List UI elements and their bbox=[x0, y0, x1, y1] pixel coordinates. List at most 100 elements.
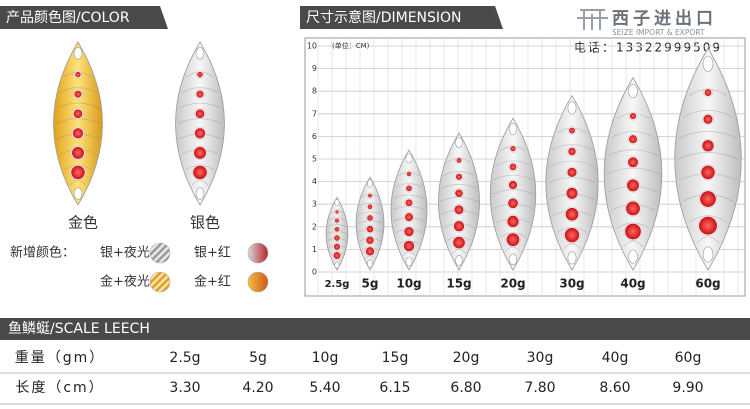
weight-label: 40g bbox=[620, 277, 645, 291]
y-tick-label: 4 bbox=[312, 177, 317, 186]
lure-body bbox=[438, 132, 480, 271]
red-dot bbox=[197, 71, 203, 78]
table-cell: 6.15 bbox=[379, 380, 410, 396]
weight-label: 15g bbox=[446, 277, 471, 291]
section-title: 尺寸示意图/DIMENSION bbox=[306, 9, 462, 26]
red-dot bbox=[568, 147, 576, 156]
weight-label: 2.5g bbox=[325, 279, 350, 290]
new-color-label: 金+红 bbox=[194, 274, 231, 290]
table-cell: 7.80 bbox=[524, 380, 555, 396]
scale-line bbox=[493, 174, 533, 181]
red-dot bbox=[365, 247, 375, 256]
scale-line bbox=[683, 109, 733, 118]
red-dot bbox=[626, 201, 640, 216]
scale-line bbox=[191, 180, 209, 186]
scale-line bbox=[327, 224, 347, 228]
y-tick-label: 5 bbox=[312, 155, 317, 164]
color-swatch bbox=[247, 242, 269, 264]
lure-body bbox=[390, 149, 428, 271]
weight-label: 30g bbox=[559, 277, 584, 291]
scale-line bbox=[59, 87, 97, 93]
red-dot bbox=[368, 193, 372, 198]
red-dot bbox=[508, 198, 518, 209]
table: 重量（gm） 2.5g 5g 10g 15g 20g 30g 40g 60g 长度（cm） 3.30… bbox=[15, 350, 704, 396]
red-dot bbox=[456, 157, 462, 163]
y-tick-label: 6 bbox=[312, 132, 317, 141]
color-swatch bbox=[149, 242, 171, 264]
red-dot bbox=[193, 165, 207, 180]
table-cell: 15g bbox=[382, 350, 409, 366]
table-header-bar bbox=[0, 318, 750, 340]
red-dot bbox=[195, 109, 205, 119]
red-dot bbox=[569, 127, 575, 134]
red-dot bbox=[406, 171, 412, 177]
header-bar bbox=[0, 6, 168, 29]
lure-hole bbox=[702, 55, 714, 72]
y-tick-label: 9 bbox=[312, 64, 317, 73]
red-dot bbox=[455, 173, 463, 180]
table-cell: 40g bbox=[602, 350, 629, 366]
unit-label: (单位：CM) bbox=[332, 41, 370, 50]
lure-body bbox=[53, 41, 103, 206]
red-dot bbox=[567, 167, 577, 178]
new-color-label: 银+红 bbox=[194, 245, 231, 261]
color-swatch bbox=[149, 271, 171, 293]
scale-line bbox=[357, 211, 383, 216]
chart-frame bbox=[304, 37, 746, 297]
lure-hole bbox=[367, 259, 373, 268]
swatch-label: 金色 bbox=[68, 214, 98, 232]
red-dot bbox=[700, 191, 716, 207]
scale-line bbox=[549, 160, 595, 167]
lure-hole bbox=[567, 101, 577, 115]
swatches: 金色 银色 bbox=[53, 41, 225, 232]
red-dot bbox=[566, 187, 578, 199]
scale-line bbox=[395, 183, 423, 188]
red-dot bbox=[71, 146, 85, 159]
red-dot bbox=[628, 135, 638, 144]
y-tick-label: 1 bbox=[312, 245, 317, 254]
scale-line bbox=[443, 171, 475, 176]
red-dot bbox=[564, 227, 580, 243]
scale-line bbox=[359, 202, 381, 207]
brand-logo bbox=[577, 9, 608, 30]
red-dot bbox=[404, 213, 414, 222]
lure-body bbox=[603, 76, 663, 271]
lure-hole bbox=[628, 84, 638, 99]
weight-label: 60g bbox=[695, 277, 720, 291]
red-dot bbox=[333, 251, 341, 259]
red-dot bbox=[698, 216, 718, 235]
new-colors-label: 新增颜色： bbox=[10, 245, 75, 261]
red-dot bbox=[453, 236, 465, 249]
lure-hole bbox=[195, 187, 205, 200]
red-dot bbox=[629, 113, 637, 120]
red-dot bbox=[507, 215, 519, 228]
brand-english: SEIZE IMPORT & EXPORT bbox=[612, 28, 705, 37]
table-cell: 60g bbox=[675, 350, 702, 366]
lure-hole bbox=[508, 253, 518, 266]
lure-hole bbox=[567, 251, 577, 265]
red-dot bbox=[334, 235, 340, 241]
scale-line bbox=[178, 102, 222, 109]
lure-body bbox=[355, 176, 385, 271]
red-dot bbox=[196, 90, 204, 98]
lure-hole bbox=[367, 179, 373, 188]
swatch-label: 银色 bbox=[190, 214, 220, 232]
scale-line bbox=[611, 131, 655, 138]
red-dot bbox=[73, 109, 83, 119]
red-dot bbox=[625, 223, 641, 240]
red-dot bbox=[333, 243, 341, 250]
red-dot bbox=[74, 90, 82, 98]
lure-hole bbox=[195, 47, 205, 60]
scale-line bbox=[679, 131, 737, 139]
table-cell: 2.5g bbox=[169, 350, 200, 366]
scale-line bbox=[696, 236, 720, 244]
lure-hole bbox=[334, 261, 340, 269]
red-dot bbox=[701, 165, 715, 180]
lure-body bbox=[674, 47, 742, 271]
red-dot bbox=[75, 71, 81, 78]
row-header: 长度（cm） bbox=[15, 380, 104, 396]
table-cell: 3.30 bbox=[169, 380, 200, 396]
red-dot bbox=[367, 204, 373, 210]
red-dot bbox=[367, 215, 373, 221]
